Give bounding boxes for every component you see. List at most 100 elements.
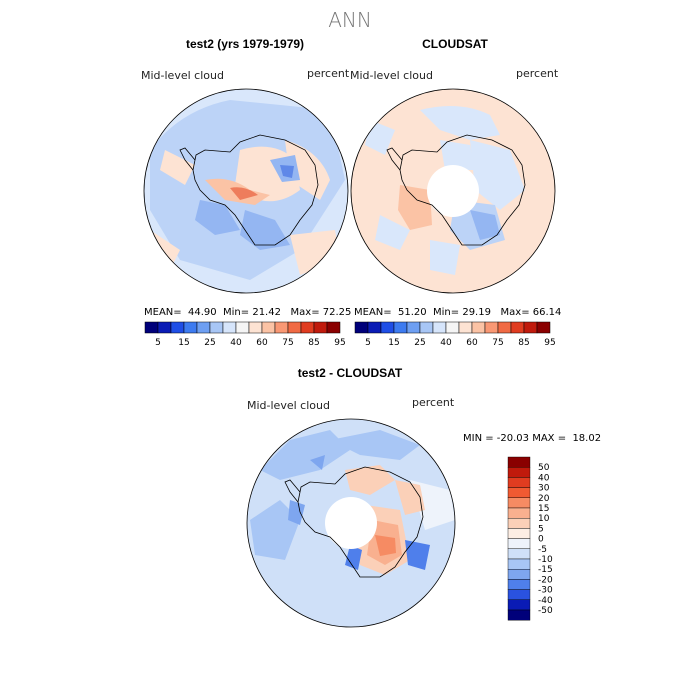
diff-legend-label: 5 xyxy=(538,524,544,534)
colorbar1-label: 25 xyxy=(204,338,215,348)
diff-legend-swatch xyxy=(507,507,531,519)
diff-legend-label: 20 xyxy=(538,494,550,504)
map2-field xyxy=(351,89,555,293)
diff-legend-swatch xyxy=(507,579,531,590)
diff-legend-label: 10 xyxy=(538,514,550,524)
colorbar1-swatch xyxy=(248,321,263,334)
colorbar2-swatch xyxy=(510,321,525,334)
colorbar1-swatch xyxy=(235,321,250,334)
colorbar1-swatch xyxy=(313,321,328,334)
diff-legend-swatch xyxy=(507,467,531,478)
diff-legend-label: 15 xyxy=(538,504,549,514)
panel1-stats: MEAN= 44.90 Min= 21.42 Max= 72.25 xyxy=(144,307,352,318)
diff-legend-swatch xyxy=(507,599,531,611)
colorbar1-swatch xyxy=(326,321,341,334)
diff-units: percent xyxy=(412,396,455,409)
colorbar2-swatch xyxy=(523,321,538,334)
diff-legend-swatch xyxy=(507,518,531,529)
colorbar2-swatch xyxy=(432,321,447,334)
map1-boundary xyxy=(143,88,349,294)
diff-legend-label: 30 xyxy=(538,484,550,494)
colorbar2-swatch xyxy=(471,321,486,334)
colorbar2-label: 75 xyxy=(492,338,503,348)
diff-legend-label: -15 xyxy=(538,565,553,575)
colorbar2-swatch xyxy=(445,321,460,334)
panel1-max: 72.25 xyxy=(322,307,352,318)
colorbar1-label: 95 xyxy=(334,338,345,348)
colorbar2-swatch xyxy=(484,321,499,334)
colorbar1-swatch xyxy=(157,321,172,334)
diff-legend-swatch xyxy=(507,569,531,580)
diff-legend-label: -30 xyxy=(538,586,553,596)
diff-minmax: MIN = -20.03 MAX = 18.02 xyxy=(463,433,602,444)
colorbar2-label: 85 xyxy=(518,338,529,348)
colorbar1-label: 75 xyxy=(282,338,293,348)
panel1-mean: 44.90 xyxy=(188,307,217,318)
diff-legend-swatch xyxy=(507,589,531,600)
diff-title: test2 - CLOUDSAT xyxy=(297,366,403,380)
diff-legend-label: 40 xyxy=(538,473,550,483)
diff-legend-swatch xyxy=(507,487,531,499)
diff-legend-swatch xyxy=(507,456,531,468)
colorbar1-swatch xyxy=(209,321,224,334)
colorbar2-label: 5 xyxy=(365,338,371,348)
diff-legend-label: -5 xyxy=(538,545,547,555)
panel2-variable: Mid-level cloud xyxy=(350,69,433,82)
colorbar1-swatch xyxy=(222,321,237,334)
diff-legend-swatch xyxy=(507,609,531,621)
map3-coastline xyxy=(284,466,424,578)
diff-legend-label: -10 xyxy=(538,555,553,565)
colorbar1-label: 40 xyxy=(230,338,242,348)
colorbar2-swatch xyxy=(354,321,369,334)
diff-legend-swatch xyxy=(507,477,531,488)
diff-legend-swatch xyxy=(507,548,531,560)
colorbar1-swatch xyxy=(287,321,302,334)
colorbar2-swatch xyxy=(380,321,395,334)
diff-legend-swatch xyxy=(507,558,531,570)
diff-legend-label: -20 xyxy=(538,575,553,585)
colorbar2-label: 25 xyxy=(414,338,425,348)
map3-boundary xyxy=(246,418,456,628)
diff-legend-label: 50 xyxy=(538,463,550,473)
diff-legend-label: 0 xyxy=(538,535,544,545)
map2-coastline xyxy=(386,134,526,246)
panel2-title: CLOUDSAT xyxy=(422,37,488,51)
colorbar1-label: 60 xyxy=(256,338,268,348)
colorbar2-swatch xyxy=(393,321,408,334)
colorbar1-swatch xyxy=(300,321,315,334)
colorbar2-swatch xyxy=(536,321,551,334)
colorbar1-label: 15 xyxy=(178,338,189,348)
diff-legend-swatch xyxy=(507,497,531,509)
colorbar-panel2: 5 15 25 40 60 75 85 95 xyxy=(354,321,556,348)
colorbar1-swatch xyxy=(261,321,276,334)
colorbar1-swatch xyxy=(170,321,185,334)
map1-coastline xyxy=(179,134,319,246)
colorbar2-swatch xyxy=(419,321,434,334)
panel2-units: percent xyxy=(516,67,559,80)
panel2-min: 29.19 xyxy=(462,307,491,318)
panel1-min: 21.42 xyxy=(252,307,281,318)
colorbar2-label: 40 xyxy=(440,338,452,348)
colorbar2-swatch xyxy=(497,321,512,334)
colorbar2-swatch xyxy=(458,321,473,334)
colorbar-panel1: 5 15 25 40 60 75 85 95 xyxy=(144,321,346,348)
diff-variable: Mid-level cloud xyxy=(247,399,330,412)
colorbar2-label: 95 xyxy=(544,338,555,348)
diff-legend-label: -40 xyxy=(538,596,553,606)
colorbar1-label: 5 xyxy=(155,338,161,348)
colorbar1-swatch xyxy=(274,321,289,334)
panel1-variable: Mid-level cloud xyxy=(141,69,224,82)
panel1-title: test2 (yrs 1979-1979) xyxy=(185,37,305,51)
colorbar2-label: 60 xyxy=(466,338,478,348)
map3-field xyxy=(247,419,455,627)
colorbar1-label: 85 xyxy=(308,338,319,348)
panel2-mean: 51.20 xyxy=(398,307,427,318)
season-title: ANN xyxy=(328,8,372,32)
colorbar2-swatch xyxy=(406,321,421,334)
colorbar1-swatch xyxy=(183,321,198,334)
panel1-units: percent xyxy=(307,67,350,80)
diff-legend-swatch xyxy=(507,538,531,549)
panel2-max: 66.14 xyxy=(532,307,562,318)
diff-legend-label: -50 xyxy=(538,606,553,616)
